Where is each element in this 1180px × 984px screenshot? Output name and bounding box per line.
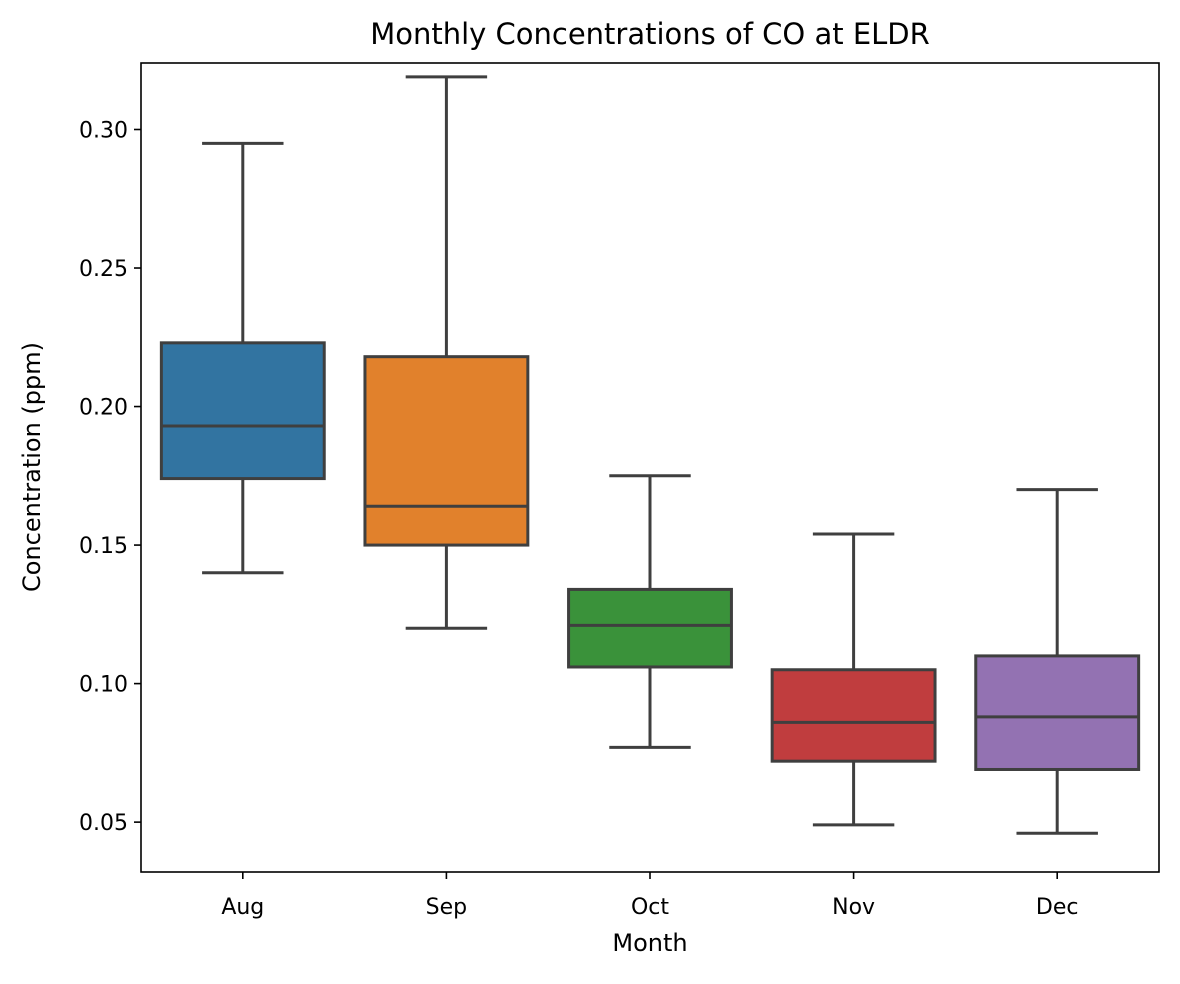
box-nov (770, 532, 937, 827)
x-tick-label: Aug (221, 895, 264, 920)
x-tick-label: Nov (832, 895, 875, 920)
y-tick-label: 0.25 (79, 257, 128, 282)
iqr-box-sep (363, 355, 530, 547)
iqr-box-nov (770, 668, 937, 763)
x-tick-label: Sep (426, 895, 467, 920)
box-aug (159, 141, 326, 575)
box-oct (567, 474, 733, 749)
box-dec (974, 488, 1141, 835)
boxes-layer (159, 75, 1141, 835)
y-tick-label: 0.30 (79, 118, 128, 143)
iqr-box-dec (974, 654, 1141, 771)
iqr-box-aug (159, 341, 326, 481)
y-axis-label: Concentration (ppm) (18, 342, 46, 592)
y-tick-label: 0.20 (79, 396, 128, 421)
y-tick-label: 0.10 (79, 673, 128, 698)
x-axis-ticks: Aug Sep Oct Nov Dec (221, 872, 1078, 920)
y-tick-label: 0.05 (79, 811, 128, 836)
x-tick-label: Oct (631, 895, 669, 920)
box-sep (363, 75, 530, 630)
y-axis-ticks: 0.05 0.10 0.15 0.20 0.25 0.30 (79, 118, 141, 836)
x-axis-label: Month (612, 929, 687, 957)
y-tick-label: 0.15 (79, 534, 128, 559)
chart-title: Monthly Concentrations of CO at ELDR (370, 17, 930, 51)
x-tick-label: Dec (1036, 895, 1079, 920)
iqr-box-oct (567, 587, 733, 669)
plot-area-frame (140, 62, 1160, 873)
